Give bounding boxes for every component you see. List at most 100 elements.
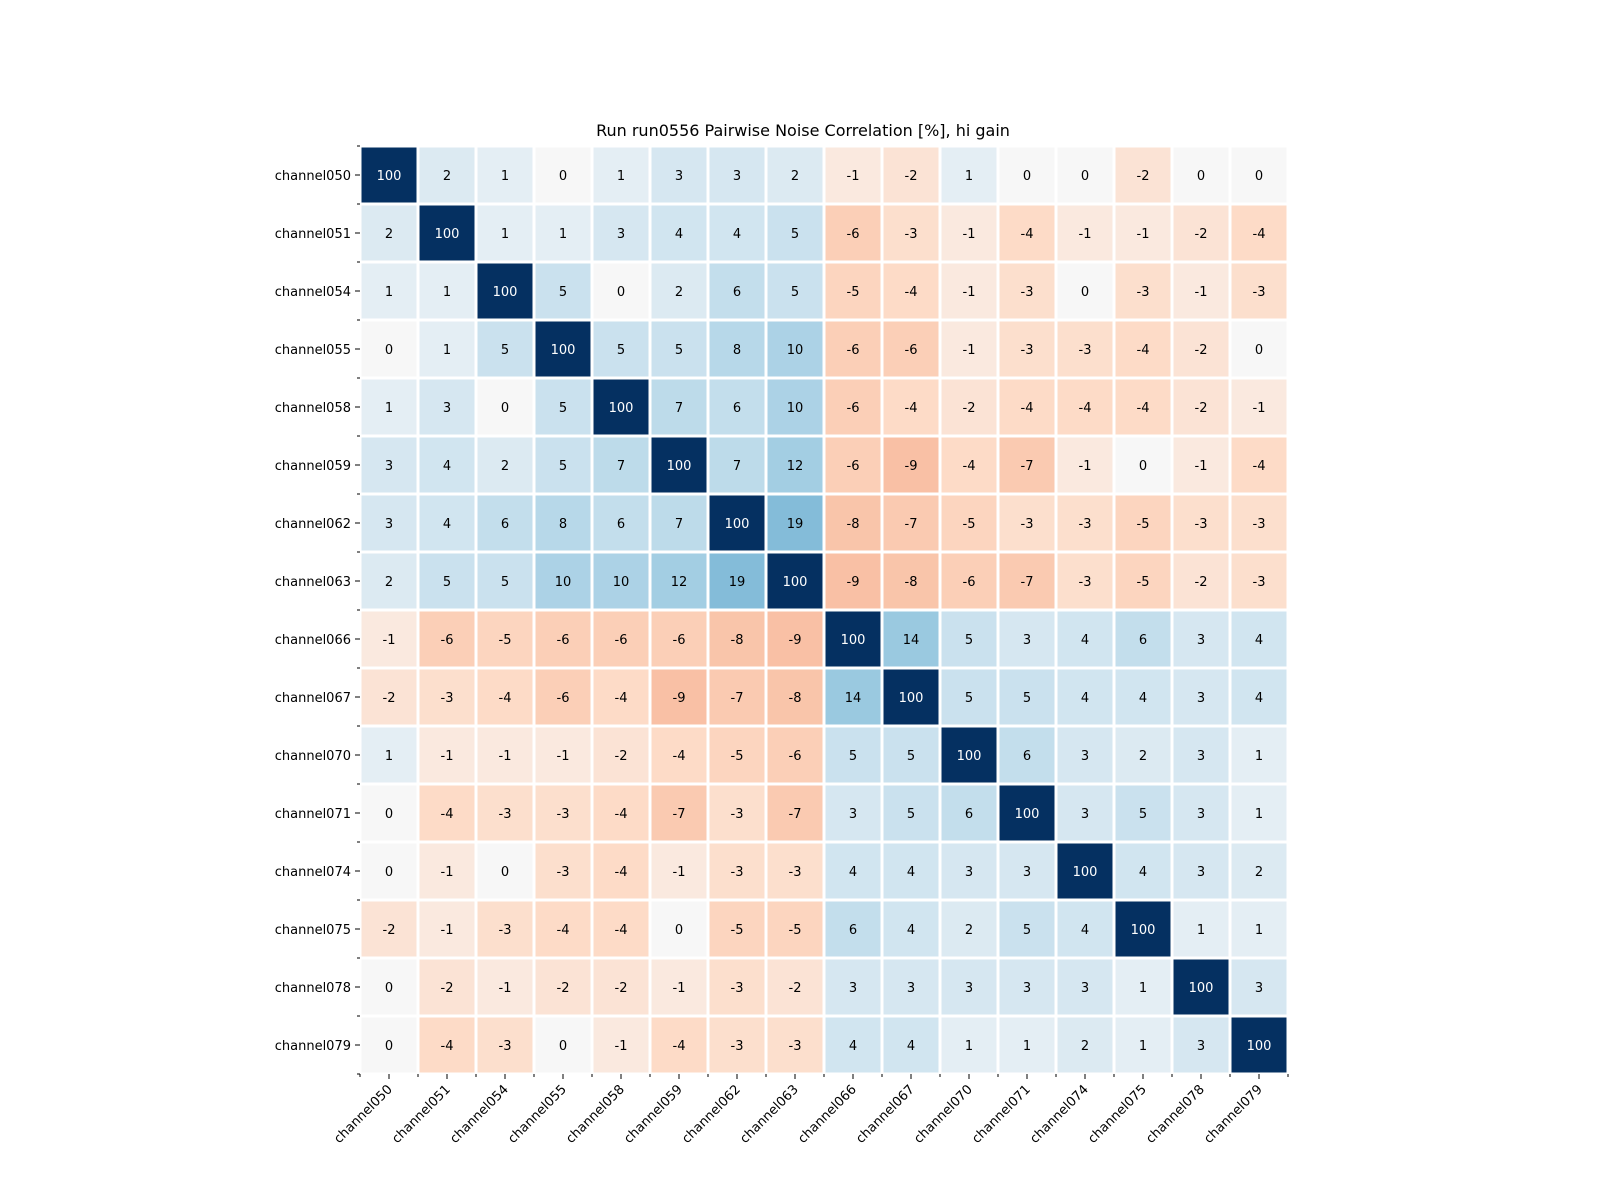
cell-value-label: 5 bbox=[965, 633, 973, 648]
cell-value-label: 4 bbox=[1081, 633, 1089, 648]
cell-value-label: 3 bbox=[1197, 691, 1205, 706]
cell-value-label: 2 bbox=[675, 285, 683, 300]
cell-value-label: -3 bbox=[1021, 343, 1034, 358]
cell-value-label: 8 bbox=[733, 343, 741, 358]
heatmap-cell bbox=[358, 608, 420, 670]
cell-value-label: -2 bbox=[615, 749, 628, 764]
heatmap-cell bbox=[1228, 318, 1290, 380]
heatmap-cell bbox=[822, 550, 884, 612]
cell-value-label: 100 bbox=[1015, 807, 1040, 822]
heatmap-cell bbox=[1228, 550, 1290, 612]
heatmap-cell bbox=[1054, 782, 1116, 844]
cell-value-label: -9 bbox=[905, 459, 918, 474]
cell-value-label: -4 bbox=[905, 401, 918, 416]
cell-value-label: 100 bbox=[377, 169, 402, 184]
heatmap-cell bbox=[532, 260, 594, 322]
cell-value-label: 10 bbox=[787, 401, 804, 416]
cell-value-label: 4 bbox=[849, 1039, 857, 1054]
heatmap-cell bbox=[880, 376, 942, 438]
cell-value-label: 3 bbox=[965, 981, 973, 996]
heatmap-cell bbox=[764, 724, 826, 786]
heatmap-cell bbox=[938, 1014, 1000, 1076]
cell-value-label: -7 bbox=[1021, 575, 1034, 590]
cell-value-label: -5 bbox=[963, 517, 976, 532]
heatmap-cell bbox=[474, 898, 536, 960]
x-tick-label: channel062 bbox=[679, 1082, 744, 1147]
cell-value-label: -3 bbox=[731, 865, 744, 880]
cell-value-label: 0 bbox=[1255, 343, 1263, 358]
cell-value-label: 5 bbox=[849, 749, 857, 764]
cell-value-label: 0 bbox=[1197, 169, 1205, 184]
cell-value-label: -6 bbox=[673, 633, 686, 648]
cell-value-label: 0 bbox=[385, 1039, 393, 1054]
cell-value-label: 3 bbox=[965, 865, 973, 880]
y-tick-label: channel075 bbox=[275, 923, 351, 938]
cell-value-label: 12 bbox=[787, 459, 804, 474]
cell-value-label: 3 bbox=[1081, 807, 1089, 822]
cell-value-label: 2 bbox=[965, 923, 973, 938]
cell-value-label: -3 bbox=[731, 1039, 744, 1054]
cell-value-label: 5 bbox=[559, 285, 567, 300]
cell-value-label: -1 bbox=[1195, 459, 1208, 474]
cell-value-label: -1 bbox=[963, 285, 976, 300]
heatmap-cell bbox=[880, 898, 942, 960]
heatmap-cell bbox=[532, 376, 594, 438]
cell-value-label: 5 bbox=[559, 459, 567, 474]
heatmap-cell bbox=[648, 608, 710, 670]
heatmap-cell bbox=[416, 376, 478, 438]
cell-value-label: 4 bbox=[733, 227, 741, 242]
cell-value-label: 3 bbox=[675, 169, 683, 184]
x-tick-label: channel063 bbox=[737, 1082, 802, 1147]
cell-value-label: -1 bbox=[673, 981, 686, 996]
cell-value-label: 6 bbox=[1139, 633, 1147, 648]
cell-value-label: -3 bbox=[499, 807, 512, 822]
cell-value-label: -6 bbox=[905, 343, 918, 358]
cell-value-label: -1 bbox=[383, 633, 396, 648]
heatmap-cell bbox=[880, 956, 942, 1018]
cell-value-label: 10 bbox=[555, 575, 572, 590]
cell-value-label: -4 bbox=[1021, 227, 1034, 242]
heatmap-cell bbox=[1170, 550, 1232, 612]
heatmap-cell bbox=[706, 318, 768, 380]
heatmap-cell bbox=[764, 434, 826, 496]
cell-value-label: 100 bbox=[609, 401, 634, 416]
cell-value-label: -2 bbox=[1195, 227, 1208, 242]
cell-value-label: 6 bbox=[965, 807, 973, 822]
heatmap-cell bbox=[474, 608, 536, 670]
x-tick-label: channel059 bbox=[621, 1082, 686, 1147]
heatmap-cell bbox=[532, 898, 594, 960]
heatmap-cell bbox=[648, 1014, 710, 1076]
y-tick-label: channel051 bbox=[275, 227, 351, 242]
heatmap-cell bbox=[648, 782, 710, 844]
cell-value-label: -1 bbox=[1253, 401, 1266, 416]
cell-value-label: -2 bbox=[789, 981, 802, 996]
heatmap-cell bbox=[1112, 376, 1174, 438]
heatmap-cell bbox=[706, 202, 768, 264]
cell-value-label: 100 bbox=[1131, 923, 1156, 938]
cell-value-label: 1 bbox=[385, 401, 393, 416]
heatmap-cell bbox=[416, 434, 478, 496]
cell-value-label: -1 bbox=[1079, 459, 1092, 474]
heatmap-cell bbox=[1170, 202, 1232, 264]
y-tick-label: channel062 bbox=[275, 517, 351, 532]
cell-value-label: -3 bbox=[1253, 285, 1266, 300]
heatmap-cell bbox=[1112, 260, 1174, 322]
cell-value-label: -9 bbox=[673, 691, 686, 706]
cell-value-label: -4 bbox=[673, 749, 686, 764]
cell-value-label: 100 bbox=[725, 517, 750, 532]
y-tick-label: channel074 bbox=[275, 865, 351, 880]
cell-value-label: -3 bbox=[1079, 517, 1092, 532]
cell-value-label: 7 bbox=[675, 517, 683, 532]
x-tick-label: channel067 bbox=[853, 1082, 918, 1147]
cell-value-label: 6 bbox=[617, 517, 625, 532]
x-tick-label: channel055 bbox=[505, 1082, 570, 1147]
cell-value-label: -6 bbox=[557, 691, 570, 706]
cell-value-label: 10 bbox=[613, 575, 630, 590]
heatmap-cell bbox=[1170, 608, 1232, 670]
cell-value-label: 0 bbox=[385, 807, 393, 822]
cell-value-label: -3 bbox=[731, 807, 744, 822]
heatmap-cell bbox=[880, 144, 942, 206]
cell-value-label: 2 bbox=[385, 575, 393, 590]
cell-value-label: -3 bbox=[1195, 517, 1208, 532]
heatmap-cell bbox=[706, 840, 768, 902]
